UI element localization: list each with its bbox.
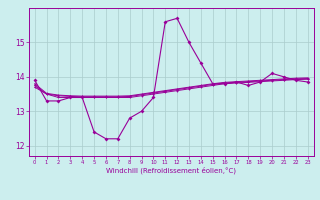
X-axis label: Windchill (Refroidissement éolien,°C): Windchill (Refroidissement éolien,°C) xyxy=(106,167,236,174)
